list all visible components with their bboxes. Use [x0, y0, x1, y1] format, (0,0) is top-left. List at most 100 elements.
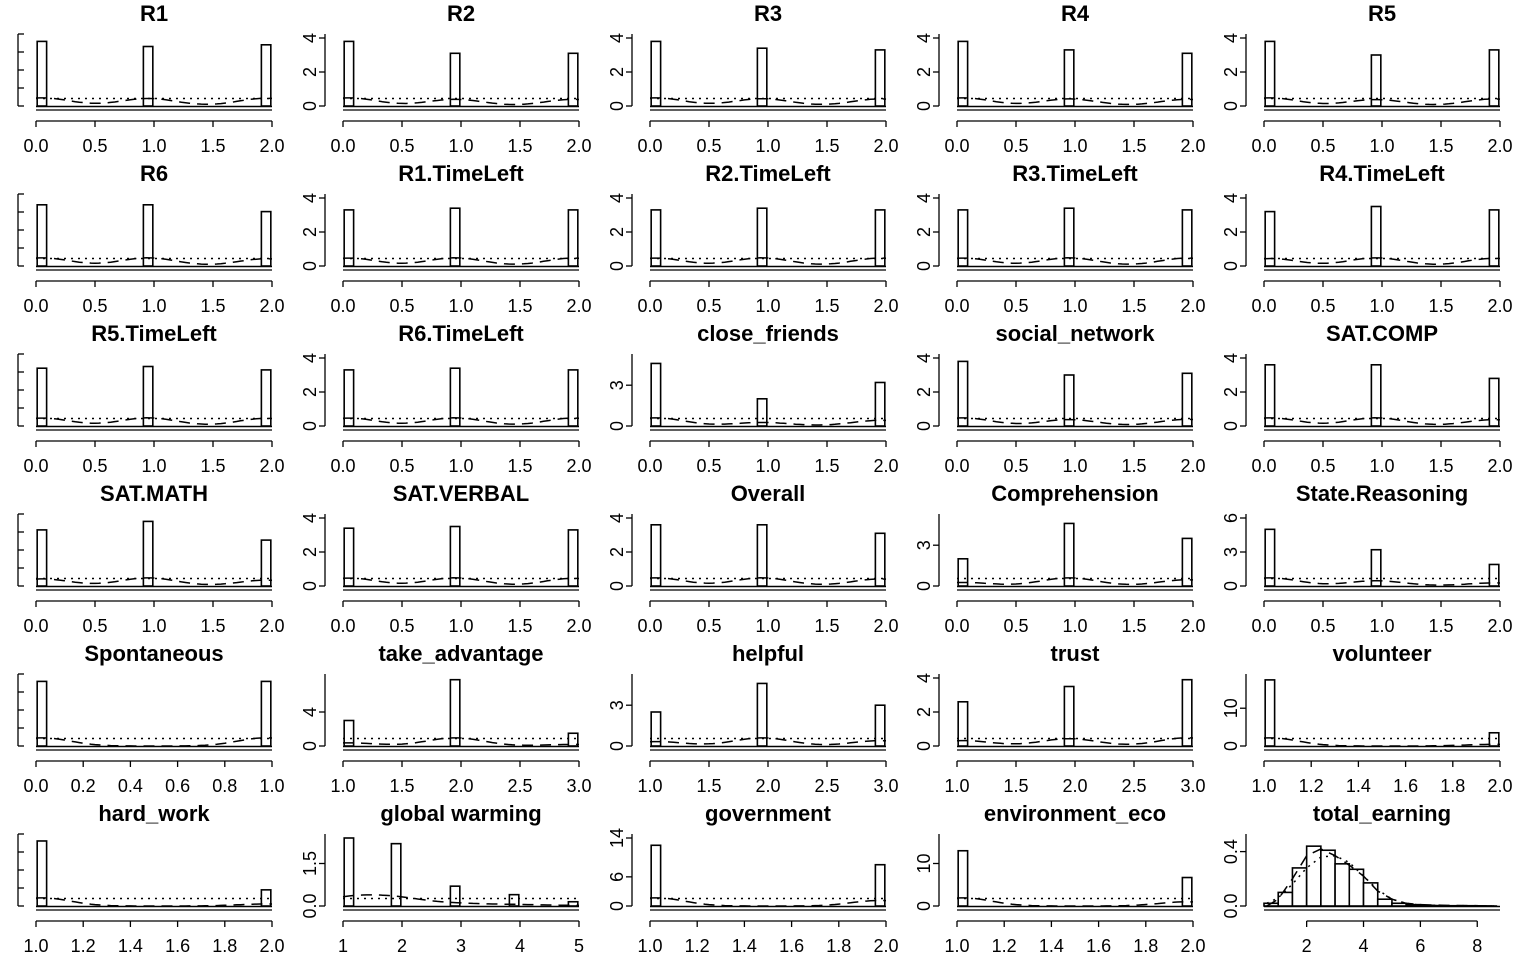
panel-16: SAT.VERBAL 0.0 0.5 1.0 1.5 2.0 0 2 4 — [300, 481, 592, 636]
y-tick-label: 2 — [300, 227, 320, 237]
bar-2 — [260, 210, 272, 267]
bar-2 — [567, 732, 579, 747]
panel-title: take_advantage — [378, 641, 543, 666]
y-tick-label: 2 — [300, 387, 320, 397]
bar-2 — [567, 369, 579, 427]
bar-2 — [260, 539, 272, 587]
x-tick-label: 3.0 — [566, 776, 591, 796]
y-tick-label: 0 — [1221, 421, 1241, 431]
bar-2 — [1181, 52, 1193, 107]
x-tick-label: 6 — [1415, 936, 1425, 956]
y-tick-label: 4 — [914, 353, 934, 363]
x-tick-label: 1.0 — [1062, 616, 1087, 636]
panel-title: R2.TimeLeft — [705, 161, 831, 186]
y-tick-label: 4 — [607, 513, 627, 523]
bar-0 — [343, 369, 355, 427]
bar-2 — [1181, 678, 1193, 747]
panel-title: total_earning — [1313, 801, 1451, 826]
bar-0 — [1264, 679, 1276, 747]
x-tick-label: 1.4 — [1039, 936, 1064, 956]
x-tick-label: 1.4 — [732, 936, 757, 956]
x-tick-label: 2.0 — [259, 456, 284, 476]
x-tick-label: 1.0 — [755, 456, 780, 476]
x-tick-label: 1.5 — [507, 616, 532, 636]
x-tick-label: 0.0 — [1251, 136, 1276, 156]
panel-title: global warming — [380, 801, 541, 826]
bar-0 — [343, 527, 355, 587]
x-tick-label: 1.5 — [200, 296, 225, 316]
panel-title: R3 — [754, 1, 782, 26]
bar-0 — [957, 557, 969, 587]
bar-2 — [874, 532, 886, 587]
x-tick-label: 0.5 — [1310, 616, 1335, 636]
x-tick-label: 3.0 — [1180, 776, 1205, 796]
x-tick-label: 1.5 — [814, 616, 839, 636]
bar-1 — [756, 207, 768, 267]
x-tick-label: 0.2 — [71, 776, 96, 796]
bar-1 — [1370, 548, 1382, 587]
x-tick-label: 0.0 — [23, 136, 48, 156]
x-tick-label: 0.5 — [1003, 616, 1028, 636]
y-tick-label: 4 — [300, 353, 320, 363]
x-tick-label: 1.5 — [814, 456, 839, 476]
density-curve — [1263, 97, 1501, 106]
bar-2 — [260, 369, 272, 427]
x-tick-label: 0.0 — [330, 296, 355, 316]
x-tick-label: 0.5 — [696, 456, 721, 476]
x-tick-label: 1.0 — [448, 456, 473, 476]
bar-1 — [260, 889, 272, 907]
y-tick-label: 0 — [607, 581, 627, 591]
panel-10: R5.TimeLeft 0.0 0.5 1.0 1.5 2.0 — [17, 321, 285, 476]
x-tick-label: 1.5 — [696, 776, 721, 796]
x-tick-label: 0.5 — [82, 296, 107, 316]
x-tick-label: 1.6 — [779, 936, 804, 956]
density-curve — [343, 737, 580, 747]
x-tick-label: 2.0 — [755, 776, 780, 796]
panel-5: R6 0.0 0.5 1.0 1.5 2.0 — [17, 161, 285, 316]
x-tick-label: 2.5 — [1121, 776, 1146, 796]
density-curve — [649, 577, 887, 586]
bar-2 — [1181, 209, 1193, 267]
density-curve — [1263, 417, 1501, 426]
bar-4 — [567, 900, 579, 907]
panel-26: global warming 1 2 3 4 5 0.0 1.5 — [300, 801, 584, 956]
x-tick-label: 2.0 — [566, 296, 591, 316]
x-tick-label: 2.0 — [259, 296, 284, 316]
panel-3: R4 0.0 0.5 1.0 1.5 2.0 0 2 4 — [914, 1, 1206, 156]
bar-0 — [36, 680, 48, 747]
x-tick-label: 1.0 — [637, 936, 662, 956]
x-tick-label: 0.5 — [389, 616, 414, 636]
panel-25: hard_work 1.0 1.2 1.4 1.6 1.8 2.0 — [17, 801, 285, 956]
y-tick-label: 0 — [300, 261, 320, 271]
bar-1 — [449, 367, 461, 427]
bar-1 — [449, 52, 461, 107]
x-tick-label: 1.5 — [814, 296, 839, 316]
y-tick-label: 2 — [1221, 67, 1241, 77]
density-curve — [35, 417, 273, 425]
x-tick-label: 1.5 — [200, 136, 225, 156]
x-tick-label: 0.8 — [212, 776, 237, 796]
panel-title: R6 — [140, 161, 168, 186]
bar-0 — [650, 523, 662, 587]
x-tick-label: 2.0 — [1487, 456, 1512, 476]
x-tick-label: 1.5 — [1121, 616, 1146, 636]
panel-17: Overall 0.0 0.5 1.0 1.5 2.0 0 2 4 — [607, 481, 899, 636]
panel-2: R3 0.0 0.5 1.0 1.5 2.0 0 2 4 — [607, 1, 899, 156]
x-tick-label: 2.0 — [566, 136, 591, 156]
x-tick-label: 0.6 — [165, 776, 190, 796]
bar-0 — [1264, 210, 1276, 267]
bar-1 — [1063, 522, 1075, 587]
bar-2 — [260, 43, 272, 107]
x-tick-label: 0.0 — [1251, 616, 1276, 636]
density-curve — [35, 897, 272, 907]
x-tick-label: 1.5 — [1121, 296, 1146, 316]
x-tick-label: 2.0 — [259, 616, 284, 636]
bar-0 — [36, 40, 48, 107]
x-tick-label: 1.8 — [826, 936, 851, 956]
x-tick-label: 1.0 — [1062, 296, 1087, 316]
x-tick-label: 1.0 — [448, 296, 473, 316]
panel-title: environment_eco — [984, 801, 1166, 826]
x-tick-label: 2 — [397, 936, 407, 956]
x-tick-label: 1.5 — [200, 616, 225, 636]
y-tick-label: 1.5 — [300, 851, 320, 876]
